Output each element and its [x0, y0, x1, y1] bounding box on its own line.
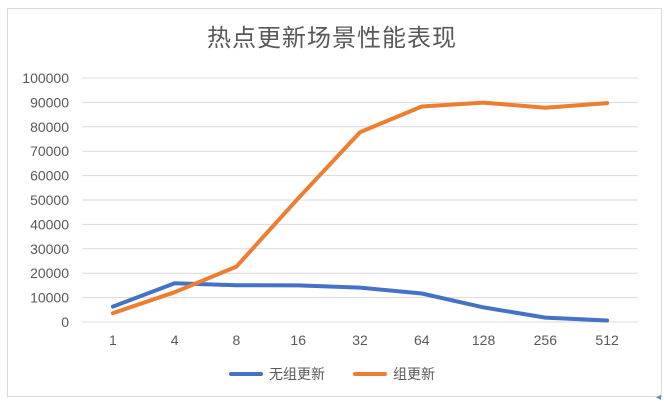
- y-axis-labels: 0 10000 20000 30000 40000 50000 60000 70000 8000…: [22, 70, 69, 330]
- data-series: [110, 100, 610, 323]
- y-tick-label: 70000: [30, 143, 69, 159]
- legend-label: 无组更新: [269, 367, 325, 383]
- x-tick-label: 16: [290, 332, 306, 348]
- legend-item-no-group-update[interactable]: 无组更新: [229, 364, 325, 384]
- y-tick-label: 100000: [22, 70, 69, 86]
- y-tick-label: 10000: [30, 290, 69, 306]
- x-tick-label: 32: [352, 332, 368, 348]
- chart-title: 热点更新场景性能表现: [207, 24, 457, 52]
- y-tick-label: 0: [61, 314, 69, 330]
- gridlines: [82, 77, 638, 323]
- legend-item-group-update[interactable]: 组更新: [353, 364, 435, 384]
- x-tick-label: 1: [109, 332, 117, 348]
- chart-area[interactable]: [7, 8, 662, 397]
- y-tick-label: 80000: [30, 119, 69, 135]
- y-tick-label: 60000: [30, 168, 69, 184]
- x-axis-labels: 1 4 8 16 32 64 128 256 512: [109, 332, 619, 348]
- x-tick-label: 8: [233, 332, 241, 348]
- legend: 无组更新 组更新: [0, 364, 664, 384]
- series-line-group-update[interactable]: [110, 100, 610, 316]
- x-tick-label: 256: [534, 332, 558, 348]
- legend-swatch-blue: [229, 372, 263, 376]
- x-tick-label: 4: [171, 332, 179, 348]
- y-tick-label: 20000: [30, 265, 69, 281]
- x-tick-label: 64: [414, 332, 430, 348]
- legend-label: 组更新: [393, 367, 435, 383]
- legend-swatch-orange: [353, 372, 387, 376]
- resize-handle-icon[interactable]: ◂: [656, 392, 662, 403]
- y-tick-label: 40000: [30, 216, 69, 232]
- y-tick-label: 30000: [30, 241, 69, 257]
- y-tick-label: 50000: [30, 192, 69, 208]
- y-tick-label: 90000: [30, 94, 69, 110]
- x-tick-label: 128: [472, 332, 496, 348]
- x-tick-label: 512: [595, 332, 619, 348]
